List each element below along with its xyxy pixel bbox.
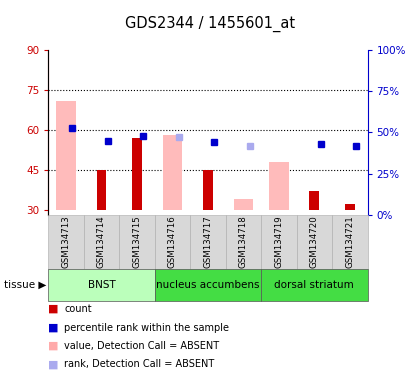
Text: GSM134715: GSM134715: [132, 215, 142, 268]
Text: tissue ▶: tissue ▶: [4, 280, 46, 290]
Text: count: count: [64, 304, 92, 314]
Text: GSM134719: GSM134719: [274, 215, 284, 268]
Text: BNST: BNST: [88, 280, 116, 290]
Text: ■: ■: [48, 341, 59, 351]
Text: dorsal striatum: dorsal striatum: [274, 280, 354, 290]
Bar: [345, 204, 355, 210]
Text: nucleus accumbens: nucleus accumbens: [156, 280, 260, 290]
Text: ■: ■: [48, 304, 59, 314]
Bar: [155, 269, 261, 301]
Text: value, Detection Call = ABSENT: value, Detection Call = ABSENT: [64, 341, 219, 351]
Bar: [97, 170, 106, 210]
Bar: [261, 269, 368, 301]
Bar: [132, 138, 142, 210]
Text: GSM134721: GSM134721: [345, 215, 354, 268]
Bar: [269, 162, 289, 210]
Bar: [297, 215, 332, 269]
Bar: [48, 215, 84, 269]
Text: rank, Detection Call = ABSENT: rank, Detection Call = ABSENT: [64, 359, 215, 369]
Bar: [332, 215, 368, 269]
Bar: [56, 101, 76, 210]
Bar: [190, 215, 226, 269]
Bar: [203, 170, 213, 210]
Text: ■: ■: [48, 323, 59, 333]
Text: GSM134716: GSM134716: [168, 215, 177, 268]
Text: GSM134718: GSM134718: [239, 215, 248, 268]
Bar: [48, 269, 155, 301]
Bar: [261, 215, 297, 269]
Bar: [155, 215, 190, 269]
Text: ■: ■: [48, 359, 59, 369]
Bar: [226, 215, 261, 269]
Text: GDS2344 / 1455601_at: GDS2344 / 1455601_at: [125, 15, 295, 31]
Bar: [84, 215, 119, 269]
Text: percentile rank within the sample: percentile rank within the sample: [64, 323, 229, 333]
Bar: [310, 191, 319, 210]
Text: GSM134713: GSM134713: [62, 215, 71, 268]
Text: GSM134720: GSM134720: [310, 215, 319, 268]
Bar: [163, 135, 182, 210]
Text: GSM134717: GSM134717: [203, 215, 213, 268]
Text: GSM134714: GSM134714: [97, 215, 106, 268]
Bar: [119, 215, 155, 269]
Bar: [234, 199, 253, 210]
